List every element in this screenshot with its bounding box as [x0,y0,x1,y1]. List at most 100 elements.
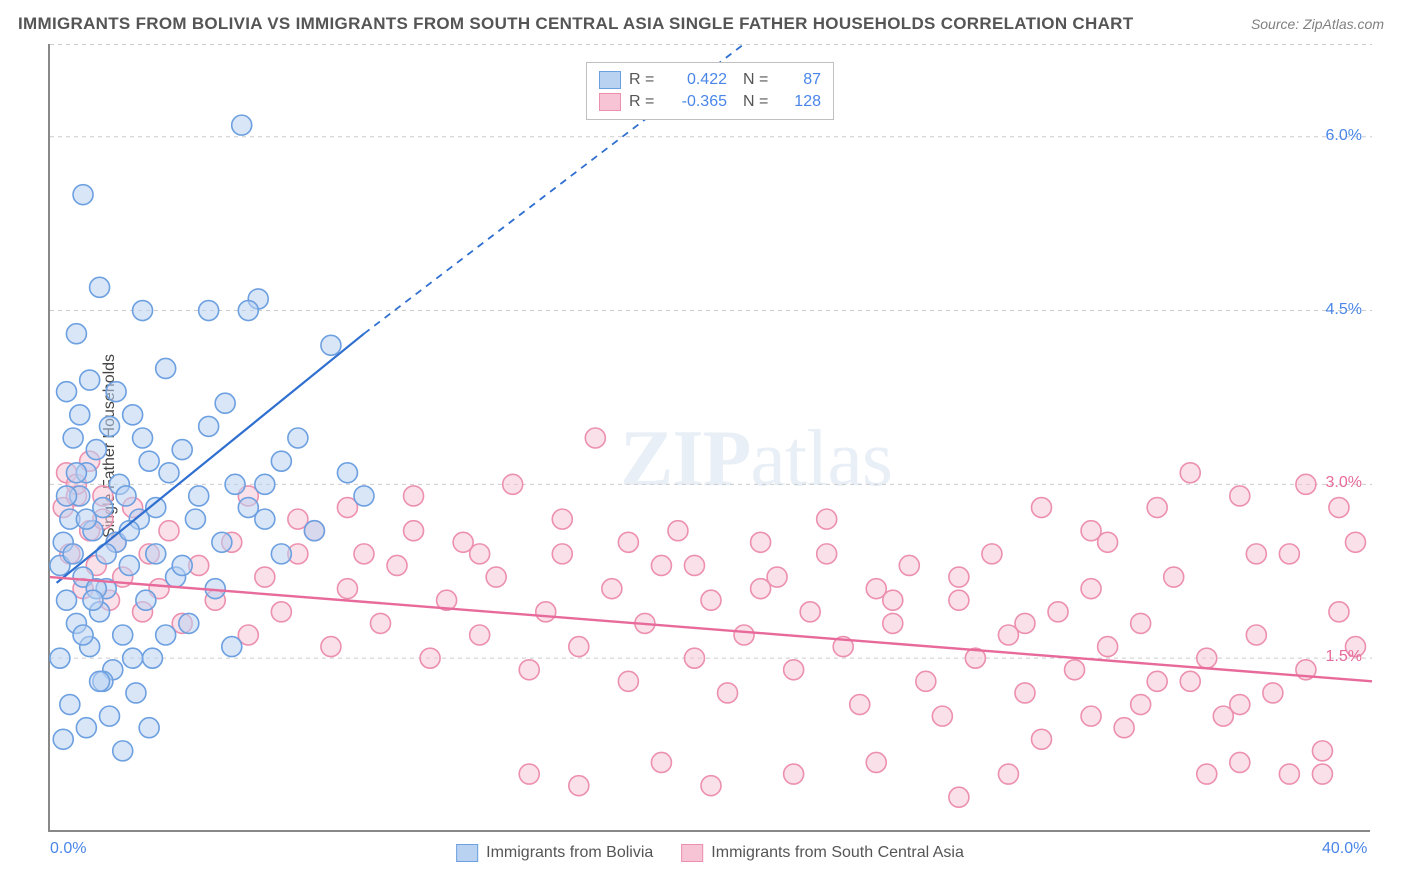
scatter-point [232,115,252,135]
scatter-point [1230,752,1250,772]
scatter-point [569,637,589,657]
scatter-point [57,590,77,610]
scatter-point [486,567,506,587]
scatter-point [337,579,357,599]
scatter-point [123,648,143,668]
scatter-point [53,729,73,749]
scatter-point [73,185,93,205]
series-legend: Immigrants from BoliviaImmigrants from S… [456,844,964,862]
scatter-point [238,301,258,321]
scatter-point [83,590,103,610]
scatter-point [139,718,159,738]
legend-n-label: N = [743,93,773,111]
scatter-point [159,463,179,483]
legend-n-value: 128 [781,93,821,111]
scatter-point [1032,498,1052,518]
scatter-point [1131,695,1151,715]
scatter-point [156,358,176,378]
scatter-point [50,648,70,668]
scatter-point [255,509,275,529]
scatter-point [536,602,556,622]
scatter-point [63,428,83,448]
scatter-point [387,555,407,575]
trend-line [57,334,364,583]
y-tick-label: 1.5% [1326,648,1362,666]
scatter-point [552,544,572,564]
scatter-point [569,776,589,796]
scatter-point [618,671,638,691]
scatter-point [1279,764,1299,784]
scatter-point [70,405,90,425]
scatter-point [883,613,903,633]
legend-label: Immigrants from South Central Asia [711,844,964,862]
y-tick-label: 4.5% [1326,301,1362,319]
scatter-point [1230,486,1250,506]
scatter-point [199,301,219,321]
scatter-point [651,752,671,772]
scatter-point [139,451,159,471]
scatter-point [156,625,176,645]
scatter-point [949,590,969,610]
scatter-point [1015,613,1035,633]
scatter-point [80,370,100,390]
scatter-point [1197,764,1217,784]
scatter-point [718,683,738,703]
scatter-point [225,474,245,494]
scatter-point [883,590,903,610]
scatter-point [199,416,219,436]
scatter-point [371,613,391,633]
scatter-point [503,474,523,494]
scatter-point [172,555,192,575]
scatter-point [142,648,162,668]
x-tick-label: 40.0% [1322,840,1367,858]
scatter-point [552,509,572,529]
scatter-point [99,706,119,726]
legend-row: R =-0.365N =128 [599,91,821,113]
scatter-point [1147,671,1167,691]
scatter-point [618,532,638,552]
scatter-point [1114,718,1134,738]
scatter-point [113,741,133,761]
scatter-point [1147,498,1167,518]
scatter-point [119,555,139,575]
x-tick-label: 0.0% [50,840,86,858]
scatter-point [982,544,1002,564]
legend-n-label: N = [743,71,773,89]
scatter-point [1312,741,1332,761]
scatter-point [1329,498,1349,518]
scatter-point [668,521,688,541]
scatter-point [784,764,804,784]
scatter-point [751,579,771,599]
scatter-point [304,521,324,541]
scatter-point [185,509,205,529]
y-tick-label: 3.0% [1326,474,1362,492]
legend-swatch [456,844,478,862]
scatter-point [585,428,605,448]
scatter-point [470,625,490,645]
scatter-point [76,509,96,529]
scatter-point [337,463,357,483]
legend-r-label: R = [629,71,659,89]
scatter-point [133,428,153,448]
legend-swatch [681,844,703,862]
legend-r-label: R = [629,93,659,111]
scatter-point [133,301,153,321]
scatter-point [850,695,870,715]
scatter-point [255,474,275,494]
scatter-point [1048,602,1068,622]
legend-r-value: 0.422 [667,71,727,89]
scatter-point [866,752,886,772]
scatter-point [1180,463,1200,483]
scatter-point [404,486,424,506]
scatter-point [404,521,424,541]
scatter-point [179,613,199,633]
scatter-point [751,532,771,552]
chart-title: IMMIGRANTS FROM BOLIVIA VS IMMIGRANTS FR… [18,14,1133,34]
scatter-point [1180,671,1200,691]
scatter-point [90,671,110,691]
scatter-point [1246,625,1266,645]
scatter-point [1131,613,1151,633]
scatter-point [86,440,106,460]
chart-plot-area: ZIPatlas R =0.422N =87R =-0.365N =128 Im… [48,44,1370,832]
scatter-point [76,718,96,738]
